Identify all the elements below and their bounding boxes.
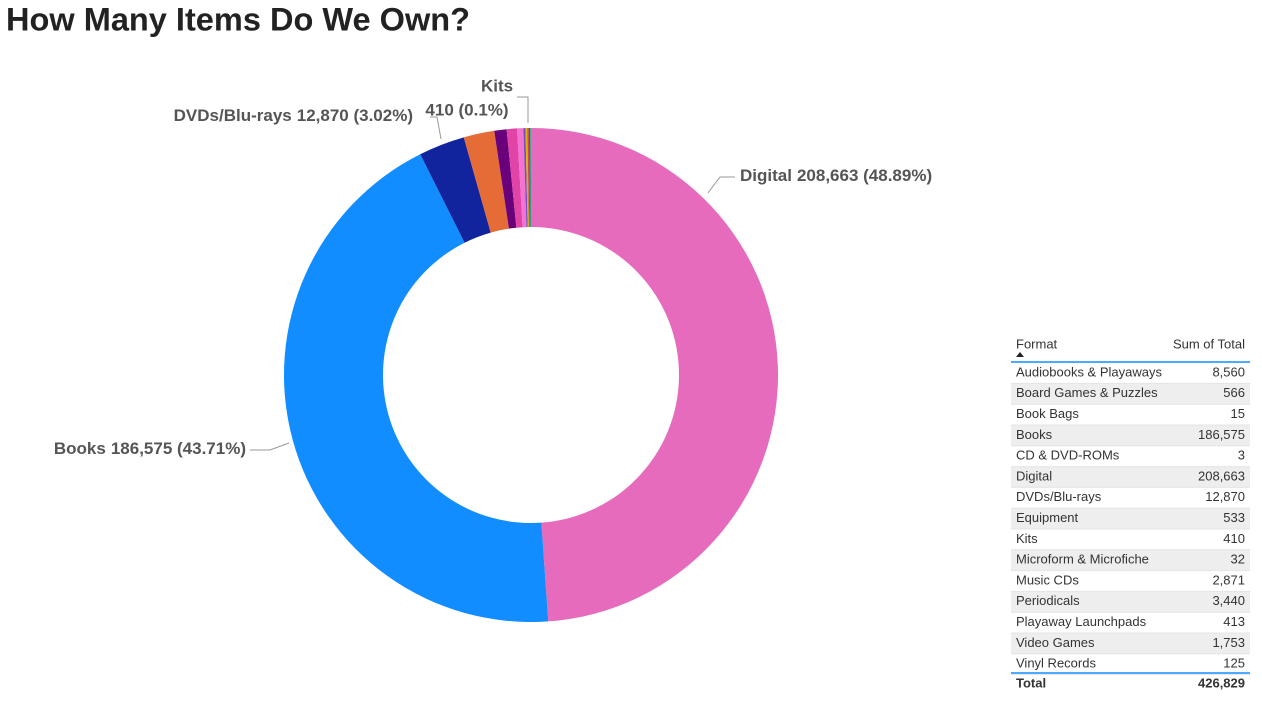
data-label: DVDs/Blu-rays 12,870 (3.02%) [174,106,413,125]
data-label: Books 186,575 (43.71%) [54,439,246,458]
table-cell: CD & DVD-ROMs [1016,448,1120,463]
column-header: Format [1016,336,1058,351]
donut-slice [494,129,517,229]
data-label-category: DVDs/Blu-rays [174,106,292,125]
donut-slice [283,154,549,622]
table-cell: 125 [1223,656,1245,671]
table-cell: Playaway Launchpads [1016,614,1147,629]
table-cell: Microform & Microfiche [1016,552,1149,567]
table-cell: DVDs/Blu-rays [1016,489,1102,504]
donut-slice [463,130,509,233]
data-label-value: 12,870 (3.02%) [297,106,413,125]
table-cell: Vinyl Records [1016,656,1096,671]
table-cell: Equipment [1016,510,1079,525]
donut-slice [506,128,523,228]
table-cell: Books [1016,427,1053,442]
table-cell: 3,440 [1212,593,1245,608]
donut-slice [420,137,491,243]
table: Format Sum of Total Audiobooks & Playaways… [1011,336,1250,690]
donut-slice [528,128,531,228]
data-label-category: Kits [481,76,513,95]
table-cell: 2,871 [1212,572,1245,587]
table-cell: 8,560 [1212,364,1245,379]
table-cell: Music CDs [1016,572,1079,587]
table-cell: 410 [1223,531,1245,546]
data-label-category: Books [54,439,106,458]
data-label-category: Digital [740,166,792,185]
chart-title: How Many Items Do We Own? [6,1,470,37]
leader-line [430,116,442,140]
data-label-value: 410 (0.1%) [425,100,508,119]
row-background [1011,508,1250,529]
total-value: 426,829 [1198,675,1245,690]
table-cell: 3 [1238,448,1245,463]
table-cell: 12,870 [1205,489,1245,504]
row-background [1011,383,1250,405]
data-label: Digital 208,663 (48.89%) [740,166,932,185]
data-labels: Digital 208,663 (48.89%) Books 186,575 (43.… [54,76,932,458]
table-cell: 186,575 [1198,427,1245,442]
row-background [1011,549,1250,571]
table-cell: 32 [1231,552,1245,567]
table-cell: Periodicals [1016,593,1080,608]
donut-chart [283,127,779,622]
donut-slice [530,128,531,228]
table-cell: Kits [1016,531,1038,546]
donut-slice [527,128,530,228]
row-background [1011,425,1250,446]
total-label: Total [1016,675,1046,690]
row-background [1011,466,1250,488]
row-background [1011,633,1250,654]
data-label-value: 208,663 (48.89%) [797,166,932,185]
table-cell: Video Games [1016,635,1095,650]
table-cell: 413 [1223,614,1245,629]
donut-slice [523,128,528,228]
table-cell: Digital [1016,468,1052,483]
table-cell: 566 [1223,385,1245,400]
column-header: Sum of Total [1173,336,1245,351]
table-cell: Book Bags [1016,406,1079,421]
table-cell: 15 [1231,406,1245,421]
table-cell: 533 [1223,510,1245,525]
table-cell: Board Games & Puzzles [1016,385,1158,400]
donut-slice [531,128,779,622]
sort-arrow [1016,352,1024,357]
donut-slice [525,128,529,228]
table-cell: Audiobooks & Playaways [1016,364,1162,379]
table-cell: 1,753 [1212,635,1245,650]
leader-line [517,96,529,123]
table-cell: 208,663 [1198,468,1245,483]
leader-line [707,176,735,194]
donut-slice [517,128,527,228]
row-background [1011,591,1250,613]
leader-line [250,442,290,451]
data-label-value: 186,575 (43.71%) [111,439,246,458]
